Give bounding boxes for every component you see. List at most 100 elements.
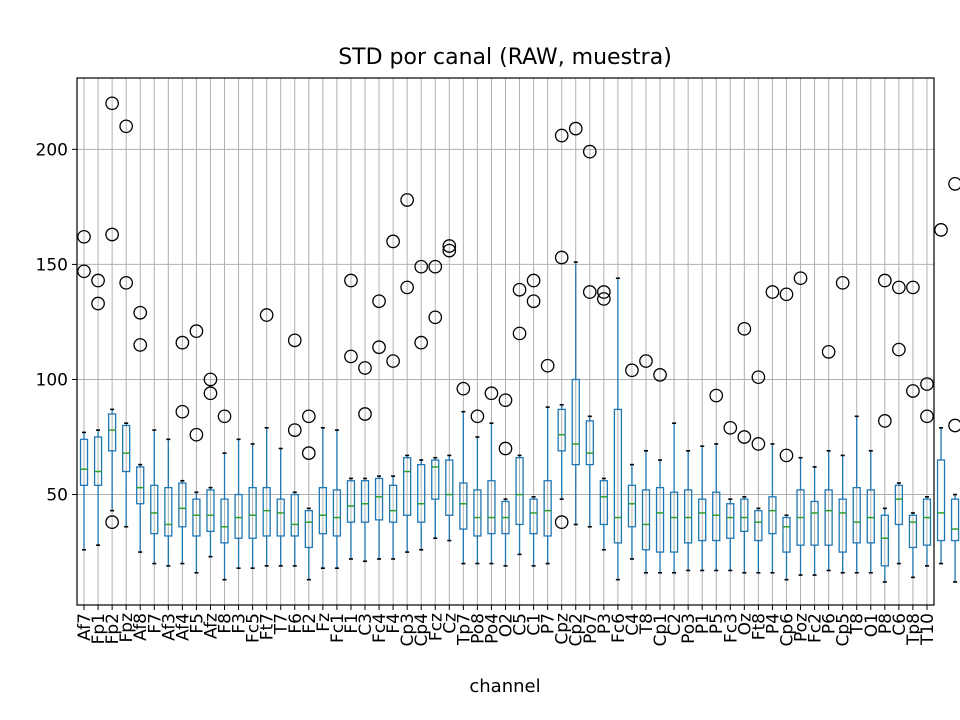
x-tick-label: C1 xyxy=(525,613,545,636)
x-tick-label: F6 xyxy=(286,613,306,634)
outlier-point xyxy=(203,372,218,387)
y-tick-label: 50 xyxy=(46,486,68,506)
outlier-point xyxy=(386,354,400,368)
x-tick-label: Af8 xyxy=(131,613,151,641)
box-iqr xyxy=(782,516,791,553)
outlier-point xyxy=(526,273,541,288)
outlier-point xyxy=(948,418,960,433)
x-tick-label: Ft7 xyxy=(258,613,278,640)
outlier-point xyxy=(512,282,527,297)
box-iqr xyxy=(515,457,524,526)
box-iqr xyxy=(613,408,623,544)
outlier-point xyxy=(737,321,752,336)
outlier-point xyxy=(301,409,316,424)
x-tick-label: F4 xyxy=(384,613,404,634)
outlier-point xyxy=(765,285,780,299)
outlier-point xyxy=(442,243,457,258)
outlier-point xyxy=(554,250,569,265)
outlier-point xyxy=(442,239,457,253)
outlier-point xyxy=(217,409,232,424)
box-iqr xyxy=(768,496,777,535)
box-iqr xyxy=(880,514,889,567)
outlier-point xyxy=(934,223,948,237)
x-tick-label: T10 xyxy=(918,613,938,646)
box-iqr xyxy=(178,482,187,528)
x-tick-label: Fc1 xyxy=(328,613,348,643)
outlier-point xyxy=(779,448,794,463)
outlier-point xyxy=(498,441,513,456)
box-iqr xyxy=(599,480,608,526)
x-tick-label: Cpz xyxy=(553,613,573,645)
box-iqr xyxy=(557,408,566,452)
outlier-point xyxy=(892,342,906,357)
x-tick-label: T8 xyxy=(637,613,657,635)
box-iqr xyxy=(332,489,342,537)
x-tick-label: F7 xyxy=(145,613,165,634)
outlier-point xyxy=(906,384,920,398)
x-tick-label: Tp8 xyxy=(904,613,924,646)
outlier-point xyxy=(400,280,415,295)
x-tick-label: Fp1 xyxy=(89,613,109,644)
x-tick-label: Fc3 xyxy=(721,613,741,643)
x-tick-label: C3 xyxy=(356,613,376,636)
box-iqr xyxy=(304,509,313,549)
outlier-point xyxy=(554,128,569,143)
outlier-point xyxy=(77,229,91,244)
outlier-point xyxy=(484,386,499,401)
outlier-point xyxy=(400,193,415,207)
box-iqr xyxy=(93,436,103,486)
box-iqr xyxy=(136,466,145,505)
box-iqr xyxy=(810,500,819,546)
box-iqr xyxy=(206,489,215,533)
box-iqr xyxy=(922,498,932,546)
x-tick-label: F5 xyxy=(187,613,207,634)
outlier-point xyxy=(105,515,119,530)
box-iqr xyxy=(192,498,201,537)
outlier-point xyxy=(119,119,134,134)
x-tick-label: Fc5 xyxy=(244,613,264,643)
chart-title: STD por canal (RAW, muestra) xyxy=(338,45,672,70)
x-tick-label: P6 xyxy=(820,613,840,634)
x-tick-label: Af7 xyxy=(75,613,95,641)
outlier-point xyxy=(189,324,204,338)
outlier-point xyxy=(133,305,148,320)
x-tick-label: Oz xyxy=(735,613,755,635)
outlier-point xyxy=(526,294,541,309)
outlier-point xyxy=(414,335,429,350)
box-iqr xyxy=(585,420,594,466)
box-iqr xyxy=(150,484,159,535)
outlier-point xyxy=(358,361,372,375)
x-tick-label: Fc4 xyxy=(370,613,390,643)
box-iqr xyxy=(403,457,412,516)
outlier-point xyxy=(737,430,752,444)
outlier-point xyxy=(91,273,105,288)
x-axis-label: channel xyxy=(469,676,540,697)
box-iqr xyxy=(445,459,454,516)
box-iqr xyxy=(655,486,665,553)
y-tick-label: 150 xyxy=(36,255,68,275)
outlier-point xyxy=(554,515,569,530)
x-tick-label: Fpz xyxy=(117,613,137,643)
x-tick-label: C2 xyxy=(665,613,685,636)
box-iqr xyxy=(164,486,173,537)
y-tick-label: 200 xyxy=(36,140,68,160)
box-iqr xyxy=(866,489,875,544)
box-iqr xyxy=(740,498,749,533)
box-iqr xyxy=(669,491,679,553)
outlier-point xyxy=(91,296,105,311)
x-tick-label: Cp1 xyxy=(651,613,671,646)
x-tick-label: Cp6 xyxy=(777,613,797,646)
box-iqr xyxy=(936,459,946,542)
box-iqr xyxy=(234,493,243,539)
box-iqr xyxy=(726,503,735,539)
box-iqr xyxy=(388,484,398,523)
outlier-point xyxy=(386,234,400,249)
outlier-point xyxy=(414,259,429,274)
x-tick-label: Fcz xyxy=(426,613,446,641)
outlier-point xyxy=(540,358,555,373)
box-iqr xyxy=(894,484,904,526)
outlier-point xyxy=(301,446,316,460)
outlier-point xyxy=(751,437,766,451)
outlier-point xyxy=(105,227,119,242)
outlier-point xyxy=(344,349,358,364)
